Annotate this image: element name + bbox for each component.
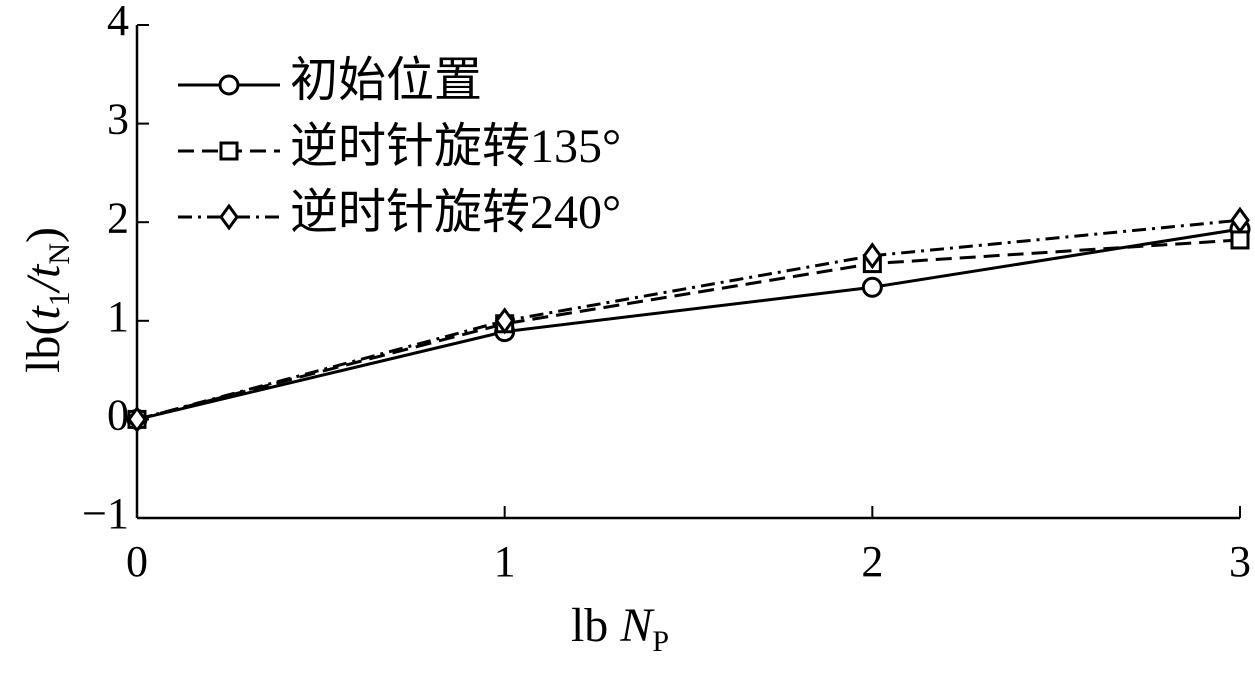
y-tick-label: 3 [107,95,129,144]
x-tick-label: 1 [494,537,516,586]
legend-label: 初始位置 [290,54,482,107]
marker [1230,206,1250,234]
y-tick-label: 0 [107,390,129,439]
legend-marker [219,141,239,161]
series-line [136,227,1241,421]
y-tick-label: 1 [107,292,129,341]
series-line [136,218,1241,421]
y-label-part: lb( [17,320,70,373]
y-tick-label: −1 [82,489,129,538]
legend-marker [218,74,240,96]
y-label-part: ) [17,227,70,243]
y-label-part: N [43,243,76,265]
y-label-part: / [17,274,70,294]
y-label-part: t [17,263,70,278]
x-tick-label: 0 [126,537,148,586]
legend-label: 逆时针旋转240° [290,186,621,239]
marker [1230,230,1250,250]
marker [861,276,883,298]
y-axis-label: lb(t1/tN) [17,227,76,373]
y-tick-label: 2 [107,193,129,242]
y-label-part: 1 [43,291,76,306]
legend-marker [219,203,239,231]
series-line [136,238,1241,421]
x-label-part: lb [571,599,620,652]
y-label-part: t [17,305,70,320]
x-tick-label: 3 [1229,537,1251,586]
marker [494,307,515,335]
marker [127,405,147,433]
y-tick-label: 4 [107,0,129,45]
x-label-part: P [652,625,669,658]
legend-label: 逆时针旋转135° [290,120,621,173]
x-tick-label: 2 [861,537,883,586]
marker [862,242,883,270]
x-label-part: N [619,599,655,652]
x-axis-label: lb NP [571,599,669,658]
